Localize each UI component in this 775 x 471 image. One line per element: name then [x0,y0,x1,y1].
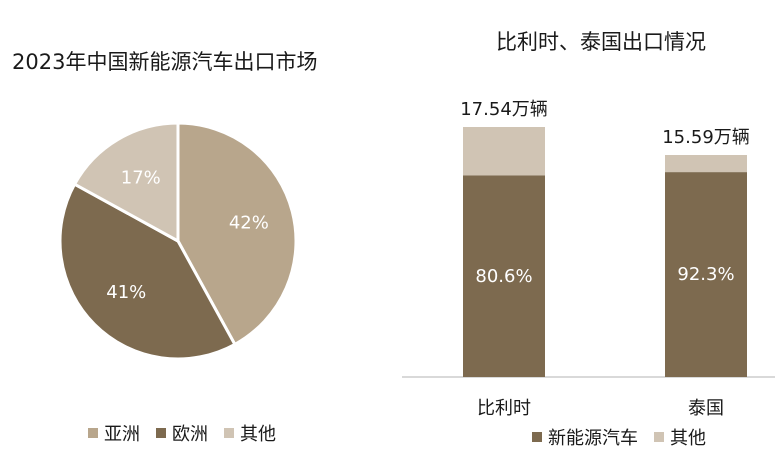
pie-slice [58,182,237,361]
bar-chart-panel: 比利时、泰国出口情况 80.6% 17.54万辆 比利时 92.3% 15.59万辆 泰国… [390,0,775,471]
bar-chart-title: 比利时、泰国出口情况 [496,30,706,54]
bar-legend-item: 其他 [654,424,706,450]
pie-slice [72,121,180,244]
bar-segment [665,172,747,377]
bar-legend-swatch [654,432,664,442]
bar-category-label: 比利时 [477,398,531,419]
bar-legend: 新能源汽车 其他 [532,424,706,450]
pie-legend-item: 欧洲 [156,420,208,446]
pie-chart-panel: 2023年中国新能源汽车出口市场 42% 41% 17% 亚洲 欧洲 其他 [12,50,318,446]
pie-legend: 亚洲 欧洲 其他 [88,420,276,446]
pie-legend-label: 其他 [240,424,276,445]
pie-legend-swatch [156,428,166,438]
bar-segment [665,155,747,173]
bar-legend-item: 新能源汽车 [532,424,638,450]
bar-category-label: 泰国 [688,398,724,419]
pie-chart-svg: 42% 41% 17% [58,121,298,361]
pie-legend-swatch [224,428,234,438]
bar-total-label: 17.54万辆 [460,99,548,120]
pie-legend-label: 亚洲 [104,424,140,445]
bar-segment [463,127,545,176]
bar-legend-swatch [532,432,542,442]
bar-legend-label: 新能源汽车 [548,428,638,449]
pie-slice-label: 42% [229,212,269,233]
bar-total-label: 15.59万辆 [662,127,750,148]
pie-slice-label: 41% [106,282,146,303]
pie-slice [176,121,298,347]
bar-segment [463,175,545,377]
pie-legend-swatch [88,428,98,438]
pie-legend-item: 亚洲 [88,420,140,446]
pie-chart-title: 2023年中国新能源汽车出口市场 [12,50,318,74]
bar-legend-label: 其他 [670,428,706,449]
bar-segment-label: 80.6% [475,266,532,287]
pie-legend-item: 其他 [224,420,276,446]
pie-slice-label: 17% [121,168,161,189]
pie-legend-label: 欧洲 [172,424,208,445]
bar-segment-label: 92.3% [677,264,734,285]
